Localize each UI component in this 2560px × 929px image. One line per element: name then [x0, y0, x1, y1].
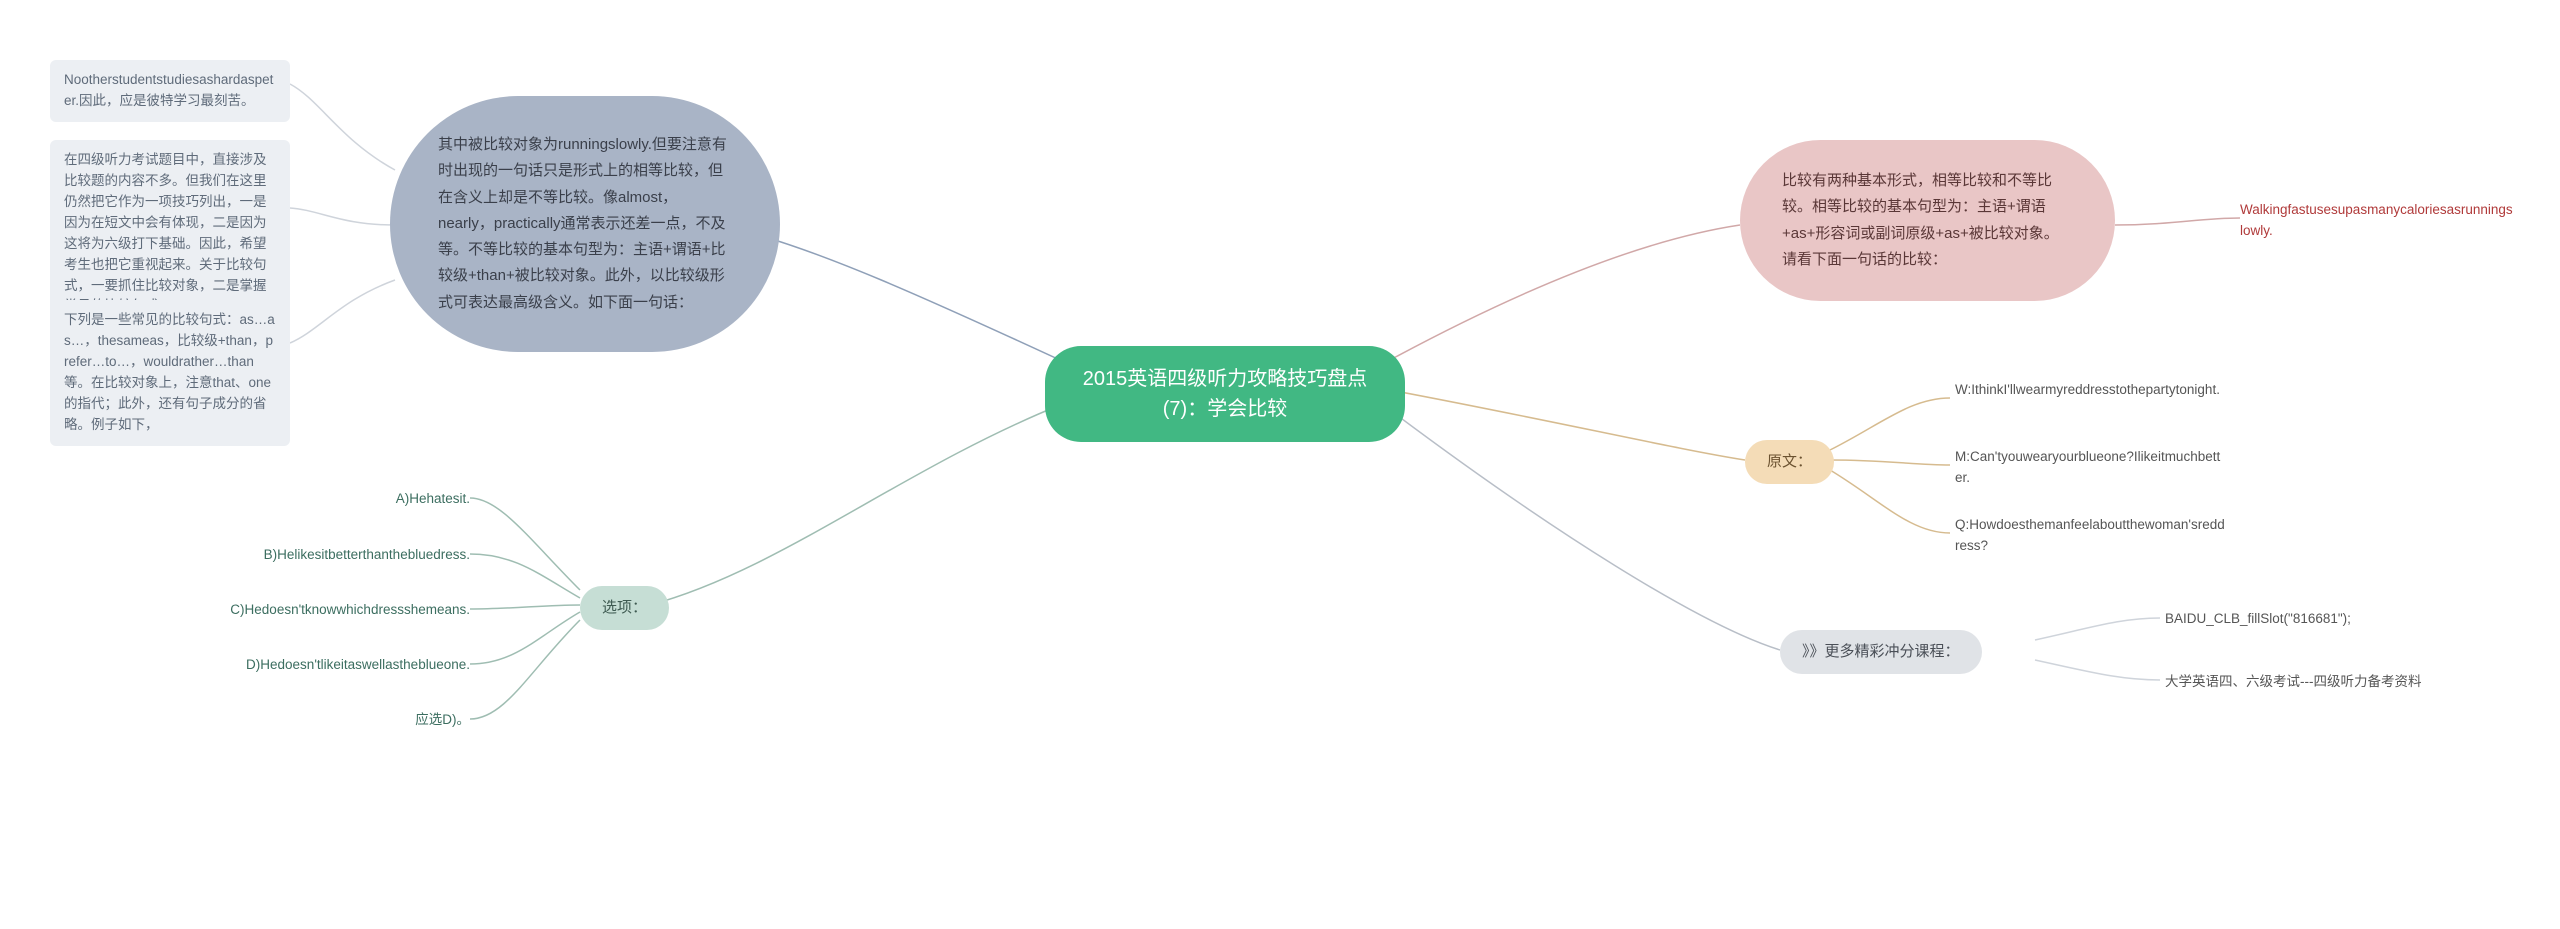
leaf-opt-3: C)Hedoesn'tknowwhichdressshemeans.: [200, 598, 470, 623]
branch-pink-oval: 比较有两种基本形式，相等比较和不等比较。相等比较的基本句型为：主语+谓语+as+…: [1740, 140, 2115, 301]
leaf-more-1: BAIDU_CLB_fillSlot("816681");: [2165, 607, 2465, 632]
leaf-more-2: 大学英语四、六级考试---四级听力备考资料: [2165, 670, 2465, 695]
leaf-opt-2: B)Helikesitbetterthanthebluedress.: [200, 543, 470, 568]
leaf-blue-3: 下列是一些常见的比较句式：as…as…，thesameas，比较级+than，p…: [50, 300, 290, 446]
leaf-orig-1: W:IthinkI'llwearmyreddresstothepartytoni…: [1955, 378, 2225, 403]
center-node: 2015英语四级听力攻略技巧盘点(7)：学会比较: [1045, 346, 1405, 442]
leaf-pink-1: Walkingfastusesupasmanycaloriesasrunning…: [2240, 198, 2515, 244]
branch-original: 原文：: [1745, 440, 1834, 484]
branch-more: 》》更多精彩冲分课程：: [1780, 630, 1982, 674]
branch-options: 选项：: [580, 586, 669, 630]
leaf-opt-4: D)Hedoesn'tlikeitaswellastheblueone.: [200, 653, 470, 678]
branch-blue-oval: 其中被比较对象为runningslowly.但要注意有时出现的一句话只是形式上的…: [390, 96, 780, 352]
leaf-blue-1: Nootherstudentstudiesashardaspeter.因此，应是…: [50, 60, 290, 122]
leaf-orig-2: M:Can'tyouwearyourblueone?Ilikeitmuchbet…: [1955, 445, 2225, 491]
leaf-opt-5: 应选D)。: [200, 708, 470, 733]
leaf-opt-1: A)Hehatesit.: [200, 487, 470, 512]
leaf-orig-3: Q:Howdoesthemanfeelaboutthewoman'sreddre…: [1955, 513, 2225, 559]
